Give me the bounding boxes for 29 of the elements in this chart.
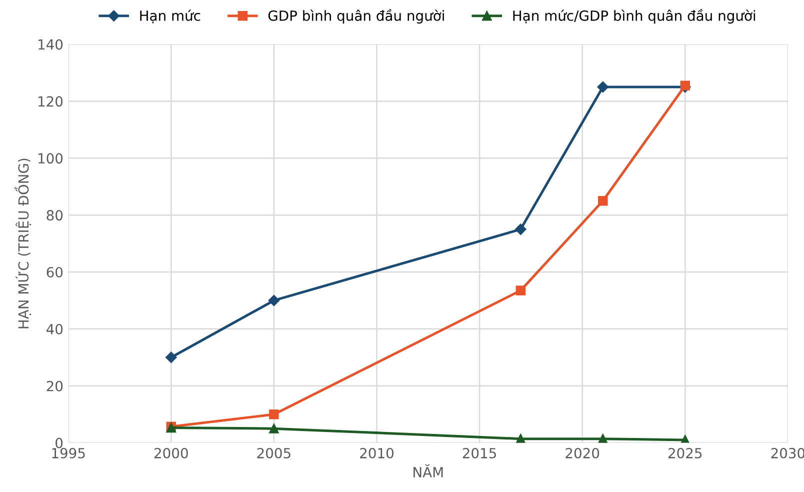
y-axis-title: HẠN MỨC (TRIỆU ĐỒNG) <box>14 158 32 328</box>
y-tick-label: 40 <box>46 324 63 334</box>
x-tick-label: 1995 <box>52 448 85 458</box>
x-tick-label: 2005 <box>257 448 290 458</box>
point <box>516 286 526 296</box>
point <box>268 294 280 306</box>
y-tick-label: 0 <box>56 438 63 448</box>
point <box>269 424 279 434</box>
x-tick-label: 2010 <box>360 448 394 458</box>
x-tick-label: 2015 <box>462 448 496 458</box>
x-tick-label: 2020 <box>566 448 600 458</box>
y-tick-label: 140 <box>38 39 63 50</box>
point <box>515 224 526 235</box>
legend-label: GDP bình quân đầu người <box>268 8 444 24</box>
point <box>269 409 279 420</box>
point <box>598 196 608 206</box>
point <box>680 80 690 90</box>
y-tick-label: 120 <box>38 96 63 107</box>
legend-label: Hạn mức <box>140 10 200 24</box>
y-tick-label: 20 <box>46 380 63 392</box>
y-tick-label: 80 <box>46 210 63 221</box>
y-tick-label: 100 <box>38 153 63 164</box>
point <box>166 352 177 364</box>
x-tick-label: 2025 <box>668 448 702 458</box>
legend-label: Hạn mức/GDP bình quân đầu người <box>513 8 756 24</box>
x-tick-label: 2000 <box>154 448 188 458</box>
x-axis-title: NĂM <box>414 464 443 478</box>
point <box>597 81 608 93</box>
y-tick-label: 60 <box>46 266 63 278</box>
